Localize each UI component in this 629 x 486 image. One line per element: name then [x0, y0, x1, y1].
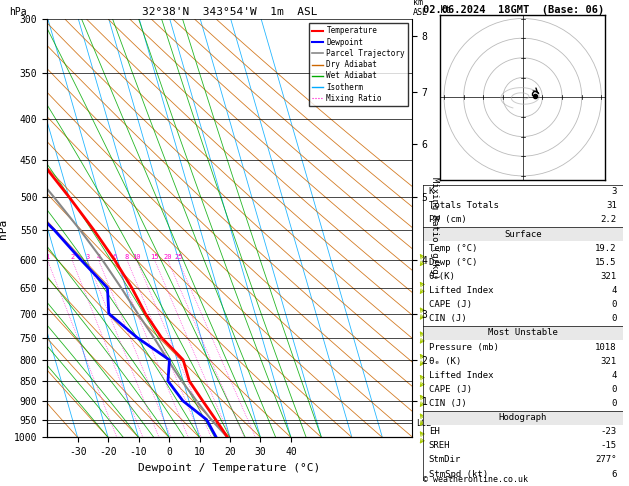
Bar	[423, 326, 623, 340]
Text: 4: 4	[611, 371, 616, 380]
Text: CIN (J): CIN (J)	[429, 399, 466, 408]
X-axis label: Dewpoint / Temperature (°C): Dewpoint / Temperature (°C)	[138, 463, 321, 473]
Text: CIN (J): CIN (J)	[429, 314, 466, 323]
Text: Surface: Surface	[504, 229, 542, 239]
Text: 0: 0	[611, 385, 616, 394]
Bar	[423, 411, 623, 425]
Text: 8: 8	[125, 254, 129, 260]
Text: 31: 31	[606, 201, 616, 210]
Text: StmDir: StmDir	[429, 455, 461, 465]
Legend: Temperature, Dewpoint, Parcel Trajectory, Dry Adiabat, Wet Adiabat, Isotherm, Mi: Temperature, Dewpoint, Parcel Trajectory…	[309, 23, 408, 106]
Text: Temp (°C): Temp (°C)	[429, 243, 477, 253]
Bar	[423, 227, 623, 241]
Text: Lifted Index: Lifted Index	[429, 371, 493, 380]
Text: Most Unstable: Most Unstable	[487, 329, 558, 337]
Text: 6: 6	[113, 254, 117, 260]
Text: StmSpd (kt): StmSpd (kt)	[429, 469, 488, 479]
Text: 0: 0	[611, 399, 616, 408]
Text: 25: 25	[174, 254, 182, 260]
Text: 0: 0	[611, 300, 616, 309]
Text: 19.2: 19.2	[595, 243, 616, 253]
Text: © weatheronline.co.uk: © weatheronline.co.uk	[423, 474, 528, 484]
Text: EH: EH	[429, 427, 440, 436]
Text: CAPE (J): CAPE (J)	[429, 300, 472, 309]
Text: km
ASL: km ASL	[413, 0, 428, 17]
Text: 2.2: 2.2	[601, 215, 616, 225]
Text: K: K	[429, 187, 434, 196]
Text: -23: -23	[601, 427, 616, 436]
Text: SREH: SREH	[429, 441, 450, 451]
Text: θₑ(K): θₑ(K)	[429, 272, 455, 281]
Text: 20: 20	[164, 254, 172, 260]
Title: 32°38'N  343°54'W  1m  ASL: 32°38'N 343°54'W 1m ASL	[142, 7, 318, 17]
Y-axis label: Mixing Ratio (g/kg): Mixing Ratio (g/kg)	[430, 177, 438, 279]
Text: 321: 321	[601, 357, 616, 365]
Text: 15.5: 15.5	[595, 258, 616, 267]
Text: 4: 4	[611, 286, 616, 295]
Text: 1018: 1018	[595, 343, 616, 351]
Text: LCL: LCL	[416, 419, 431, 428]
Text: 2: 2	[70, 254, 74, 260]
Text: Pressure (mb): Pressure (mb)	[429, 343, 499, 351]
Text: 4: 4	[96, 254, 101, 260]
Text: 6: 6	[611, 469, 616, 479]
Text: 10: 10	[132, 254, 141, 260]
Text: CAPE (J): CAPE (J)	[429, 385, 472, 394]
Text: 1: 1	[45, 254, 50, 260]
Text: -15: -15	[601, 441, 616, 451]
Text: kt: kt	[440, 4, 452, 15]
Text: 0: 0	[611, 314, 616, 323]
Text: 3: 3	[86, 254, 89, 260]
Text: Totals Totals: Totals Totals	[429, 201, 499, 210]
Text: Lifted Index: Lifted Index	[429, 286, 493, 295]
Text: 3: 3	[611, 187, 616, 196]
Text: 277°: 277°	[595, 455, 616, 465]
Text: 02.06.2024  18GMT  (Base: 06): 02.06.2024 18GMT (Base: 06)	[423, 5, 604, 15]
Text: hPa: hPa	[9, 7, 27, 17]
Text: PW (cm): PW (cm)	[429, 215, 466, 225]
Text: 15: 15	[150, 254, 159, 260]
Text: Dewp (°C): Dewp (°C)	[429, 258, 477, 267]
Text: θₑ (K): θₑ (K)	[429, 357, 461, 365]
Y-axis label: hPa: hPa	[0, 218, 8, 239]
Text: 321: 321	[601, 272, 616, 281]
Text: Hodograph: Hodograph	[499, 413, 547, 422]
